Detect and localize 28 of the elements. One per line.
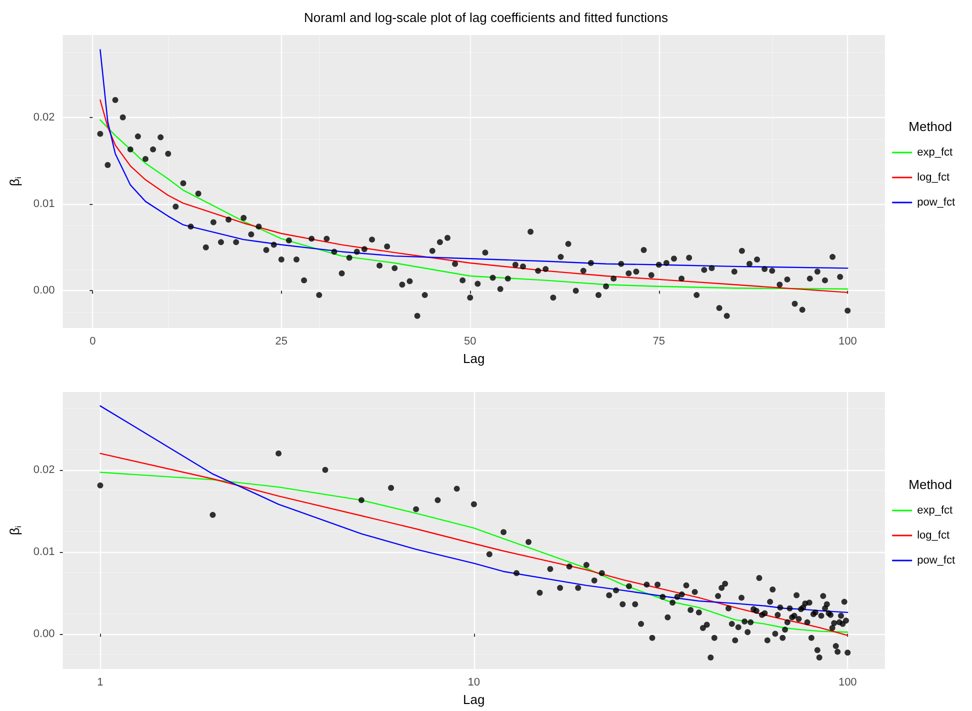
- x-tick-label: 10: [468, 676, 480, 688]
- x-axis-title: Lag: [463, 692, 485, 707]
- x-tick-label: 100: [838, 676, 857, 688]
- y-tick-label: 0.01: [33, 198, 55, 210]
- y-tick-label: 0.02: [33, 464, 55, 476]
- x-axis-title: Lag: [463, 351, 485, 366]
- legend-label: pow_fct: [917, 196, 956, 208]
- legend-label: exp_fct: [917, 146, 953, 158]
- chart-title: Noraml and log-scale plot of lag coefficients and fitted functions: [304, 10, 668, 25]
- x-tick-label: 0: [90, 336, 96, 348]
- y-tick-label: 0.00: [33, 628, 55, 640]
- y-tick-label: 0.01: [33, 546, 55, 558]
- y-axis-title: βi: [7, 526, 23, 536]
- legend-title: Method: [908, 477, 952, 492]
- x-tick-label: 75: [652, 336, 666, 348]
- legend-label: log_fct: [917, 172, 950, 184]
- legend-title: Method: [908, 119, 952, 134]
- y-tick-label: 0.00: [33, 284, 55, 297]
- x-tick-label: 100: [838, 336, 857, 348]
- x-tick-label: 25: [275, 336, 288, 348]
- legend-label: log_fct: [917, 530, 950, 542]
- legend-label: exp_fct: [917, 504, 953, 516]
- x-tick-label: 50: [464, 336, 476, 348]
- y-axis-title: βi: [7, 176, 23, 186]
- legend-label: pow_fct: [917, 554, 956, 566]
- y-tick-label: 0.02: [33, 111, 55, 124]
- line-series: [100, 49, 848, 269]
- x-tick-label: 1: [97, 676, 104, 688]
